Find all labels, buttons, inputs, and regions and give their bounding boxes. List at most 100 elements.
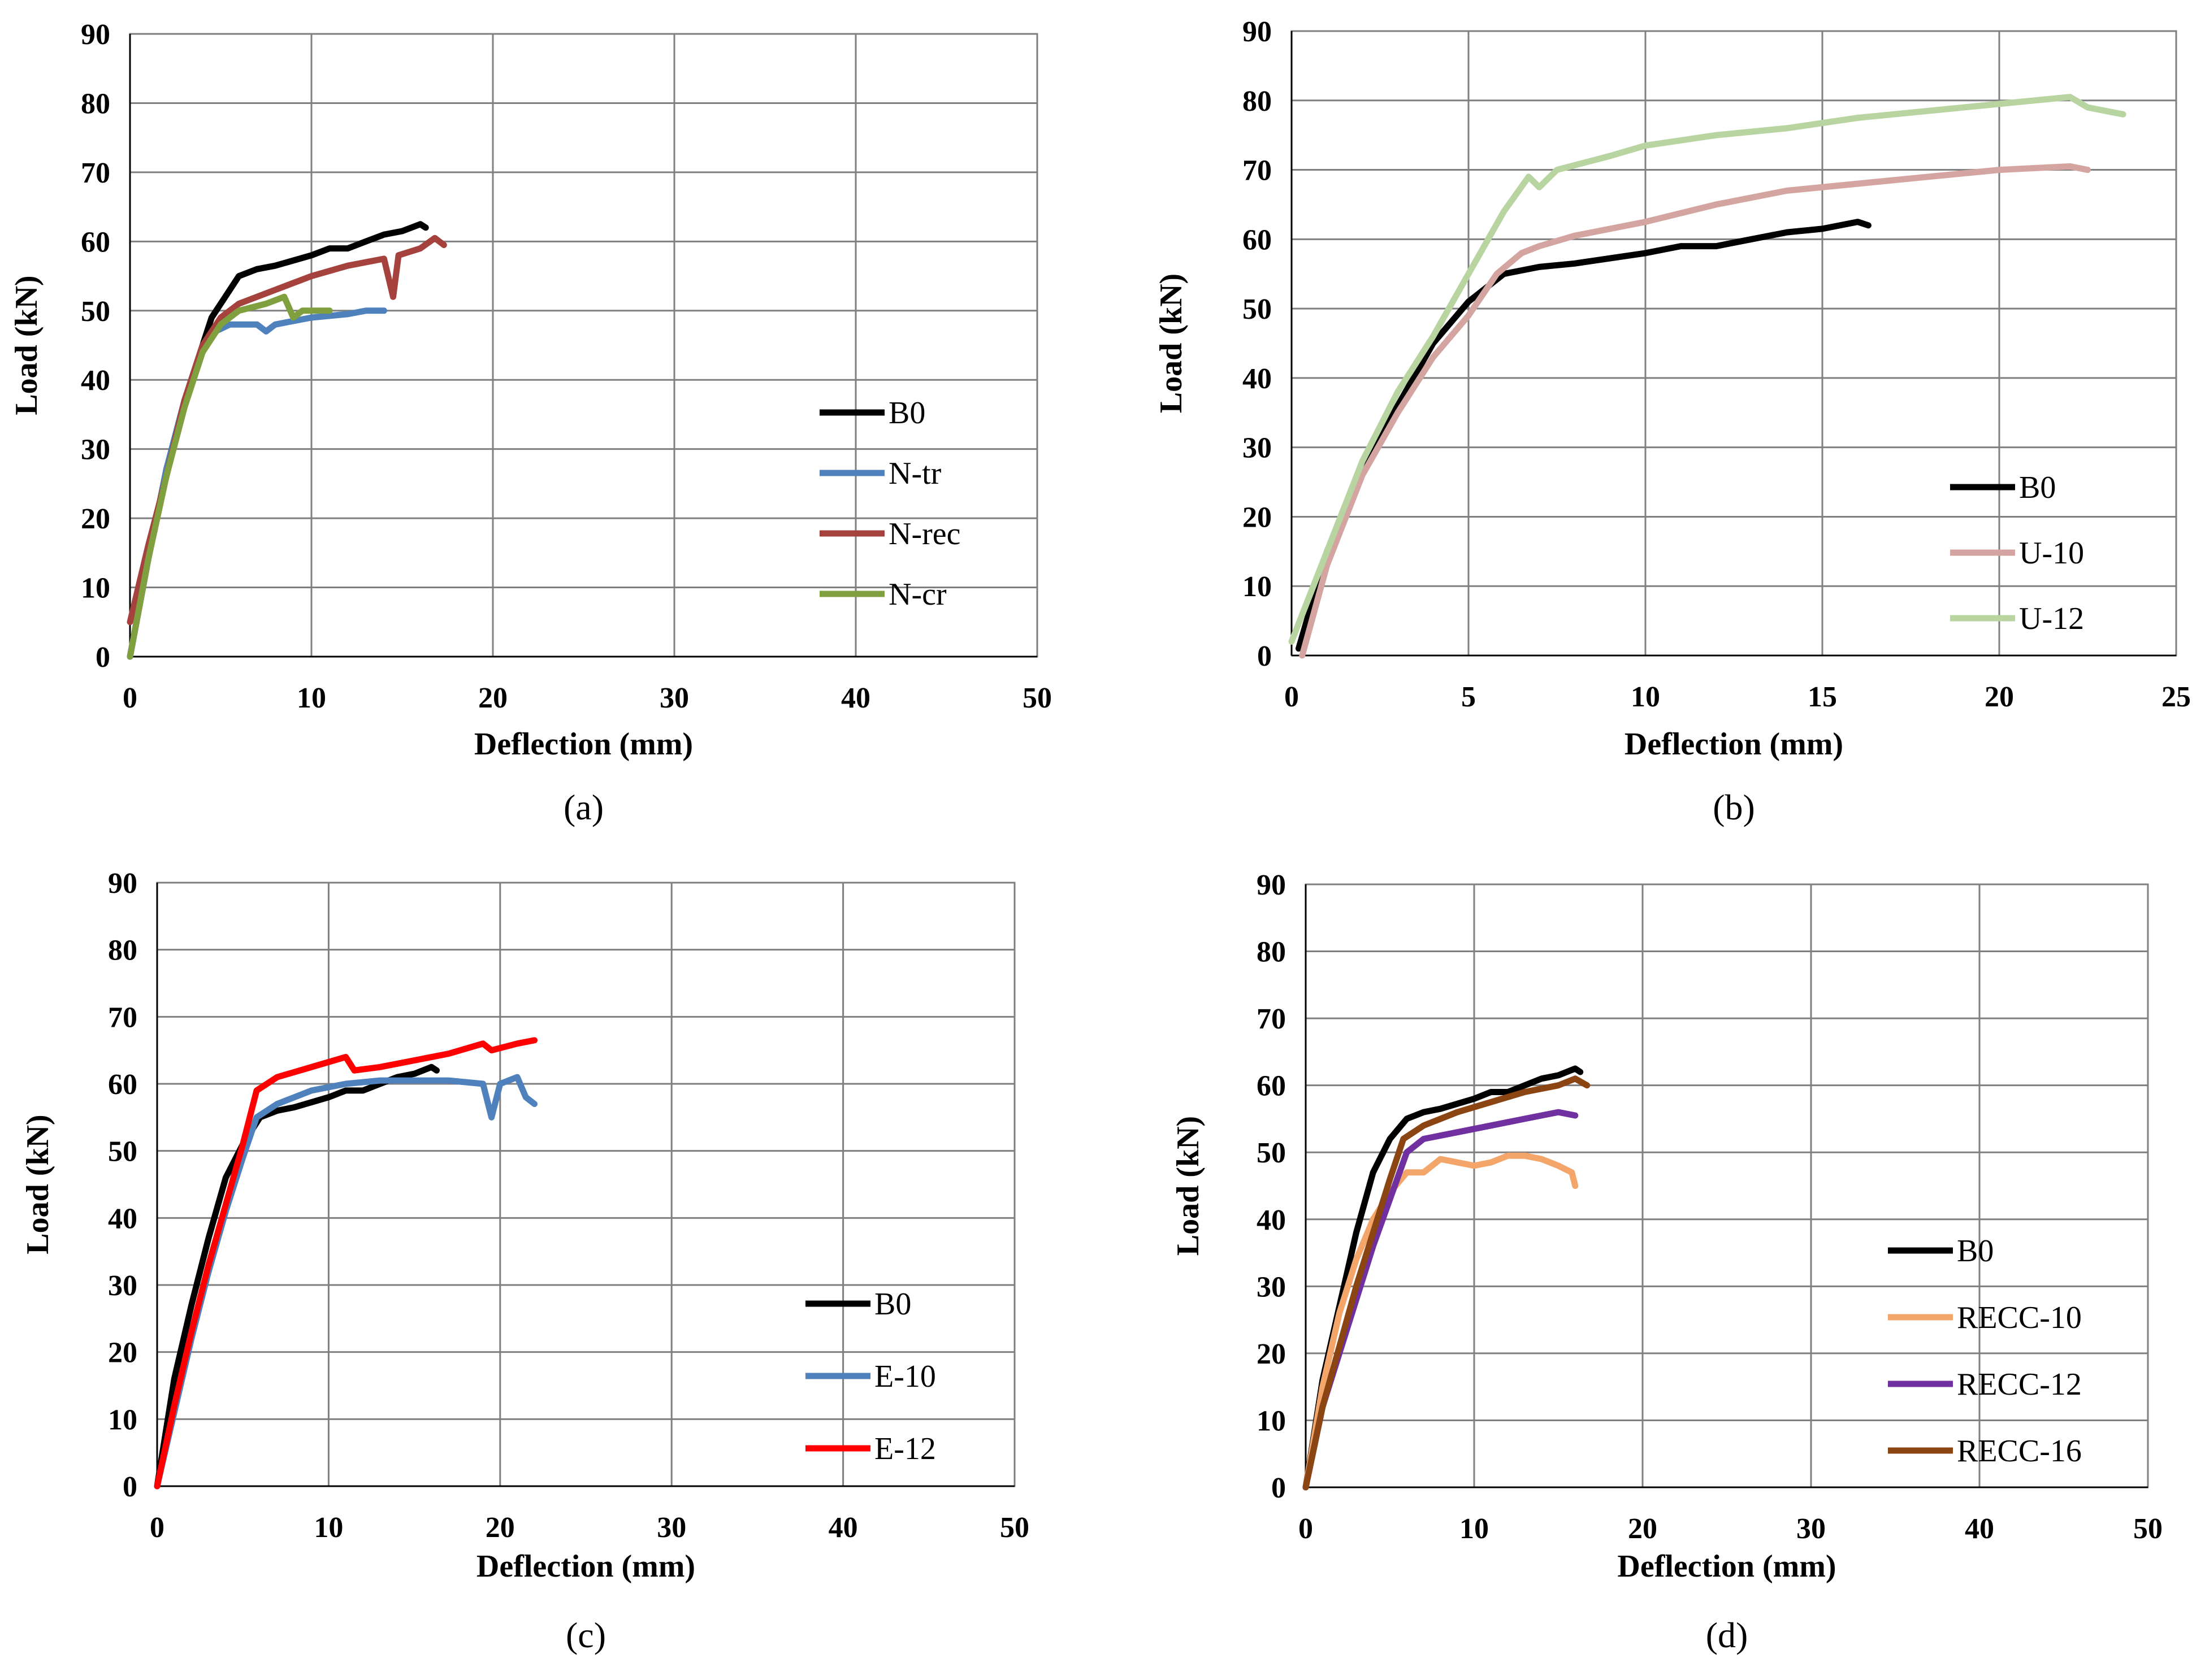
- panel-c: 0 10 20 30 40 50 60 70 80 90 0 10 20 30 40 50 Deflection…: [20, 867, 1029, 1655]
- x-tick-label: 10: [1459, 1513, 1489, 1545]
- x-tick-label: 0: [1298, 1513, 1313, 1545]
- y-axis-title: Load (kN): [1154, 274, 1189, 413]
- legend-label-n-tr: N-tr: [889, 456, 942, 491]
- legend-label-b0: B0: [889, 396, 925, 431]
- series-line-recc-16: [1302, 1075, 1591, 1491]
- legend-label-recc-16: RECC-16: [1957, 1434, 2082, 1469]
- series-line-b0: [154, 1063, 440, 1490]
- legend-label-recc-12: RECC-12: [1957, 1367, 2082, 1402]
- y-tick-label: 0: [1257, 640, 1272, 672]
- y-tick-label: 70: [108, 1001, 137, 1034]
- y-tick-label: 50: [81, 296, 110, 328]
- x-tick-label: 50: [2133, 1513, 2163, 1545]
- x-tick-label: 0: [150, 1512, 164, 1544]
- y-tick-label: 80: [108, 935, 137, 967]
- x-tick-label: 10: [297, 682, 326, 714]
- series-line-recc-10: [1302, 1152, 1579, 1491]
- panel-label: (d): [1706, 1615, 1748, 1655]
- x-tick-label: 0: [1284, 681, 1299, 713]
- series-line-b0: [1302, 1065, 1584, 1491]
- y-tick-label: 40: [81, 364, 110, 397]
- series-line-u-12: [1288, 94, 2126, 645]
- x-tick-label: 5: [1461, 681, 1476, 713]
- y-tick-label: 90: [108, 867, 137, 900]
- y-tick-label: 70: [81, 157, 110, 189]
- series-line-u-10: [1299, 163, 2091, 659]
- series-line-b0: [1296, 219, 1872, 652]
- legend-label-b0: B0: [874, 1287, 911, 1322]
- x-tick-label: 40: [1965, 1513, 1994, 1545]
- y-tick-label: 90: [81, 19, 110, 51]
- x-tick-label: 30: [660, 682, 689, 714]
- y-tick-label: 10: [1242, 571, 1272, 603]
- x-tick-label: 15: [1808, 681, 1837, 713]
- panel-label: (b): [1713, 787, 1755, 827]
- legend-label-n-rec: N-rec: [889, 516, 960, 552]
- y-axis-title: Load (kN): [20, 1114, 55, 1254]
- legend-label-e-12: E-12: [874, 1431, 936, 1466]
- y-tick-label: 10: [81, 572, 110, 605]
- y-tick-label: 30: [1242, 432, 1272, 465]
- y-tick-label: 40: [108, 1203, 137, 1235]
- y-axis-title: Load (kN): [9, 275, 44, 415]
- y-tick-label: 0: [1271, 1472, 1286, 1504]
- y-tick-label: 90: [1242, 16, 1272, 48]
- y-tick-label: 70: [1257, 1003, 1286, 1035]
- y-tick-label: 30: [81, 434, 110, 466]
- x-axis-title: Deflection (mm): [474, 727, 693, 762]
- panel-label: (a): [564, 787, 604, 827]
- y-tick-label: 20: [1257, 1338, 1286, 1370]
- panel-d: 0 10 20 30 40 50 60 70 80 90 0 10 20 30 40 50 Deflection…: [1171, 869, 2163, 1655]
- y-tick-label: 80: [1242, 85, 1272, 118]
- x-tick-label: 10: [314, 1512, 343, 1544]
- x-tick-label: 20: [478, 682, 508, 714]
- y-tick-label: 0: [123, 1471, 137, 1503]
- y-tick-label: 80: [1257, 936, 1286, 969]
- y-tick-label: 20: [81, 503, 110, 535]
- y-tick-label: 90: [1257, 869, 1286, 901]
- y-tick-label: 60: [81, 226, 110, 258]
- panel-b: 0 10 20 30 40 50 60 70 80 90 0 5 10 15 20 25 Deflection …: [1154, 16, 2191, 827]
- y-tick-label: 50: [108, 1136, 137, 1168]
- legend-label-b0: B0: [1957, 1234, 1994, 1269]
- x-tick-label: 10: [1631, 681, 1660, 713]
- x-tick-label: 20: [486, 1512, 515, 1544]
- y-tick-label: 80: [81, 88, 110, 120]
- y-tick-label: 0: [96, 641, 110, 674]
- y-tick-label: 10: [1257, 1405, 1286, 1437]
- series-line-e-12: [154, 1037, 538, 1490]
- y-tick-label: 70: [1242, 155, 1272, 187]
- y-tick-label: 50: [1242, 293, 1272, 325]
- legend-label-recc-10: RECC-10: [1957, 1300, 2082, 1335]
- legend-label-u-10: U-10: [2019, 536, 2084, 571]
- x-tick-label: 25: [2161, 681, 2191, 713]
- x-axis-title: Deflection (mm): [1617, 1549, 1836, 1584]
- y-tick-label: 20: [108, 1337, 137, 1369]
- x-tick-label: 20: [1628, 1513, 1657, 1545]
- y-tick-label: 30: [108, 1270, 137, 1302]
- y-axis-title: Load (kN): [1171, 1116, 1206, 1256]
- y-tick-label: 60: [1257, 1070, 1286, 1102]
- x-tick-label: 50: [1000, 1512, 1029, 1544]
- y-tick-label: 40: [1257, 1204, 1286, 1236]
- x-axis-title: Deflection (mm): [1624, 727, 1843, 762]
- x-tick-label: 20: [1985, 681, 2014, 713]
- legend-label-u-12: U-12: [2019, 601, 2084, 636]
- series-line-n-cr: [127, 293, 333, 660]
- x-tick-label: 30: [1796, 1513, 1826, 1545]
- y-tick-label: 60: [1242, 224, 1272, 256]
- panel-a: 0 10 20 30 40 50 60 70 80 90 0 10 20 30 40 50 Deflection…: [9, 19, 1052, 827]
- y-tick-label: 40: [1242, 363, 1272, 395]
- x-tick-label: 0: [123, 682, 137, 714]
- panel-label: (c): [566, 1615, 606, 1655]
- x-tick-label: 50: [1023, 682, 1052, 714]
- x-tick-label: 40: [829, 1512, 858, 1544]
- y-tick-label: 50: [1257, 1137, 1286, 1169]
- legend-label-b0: B0: [2019, 470, 2056, 505]
- x-tick-label: 40: [841, 682, 870, 714]
- x-tick-label: 30: [657, 1512, 686, 1544]
- legend-label-n-cr: N-cr: [889, 577, 947, 612]
- y-tick-label: 30: [1257, 1271, 1286, 1303]
